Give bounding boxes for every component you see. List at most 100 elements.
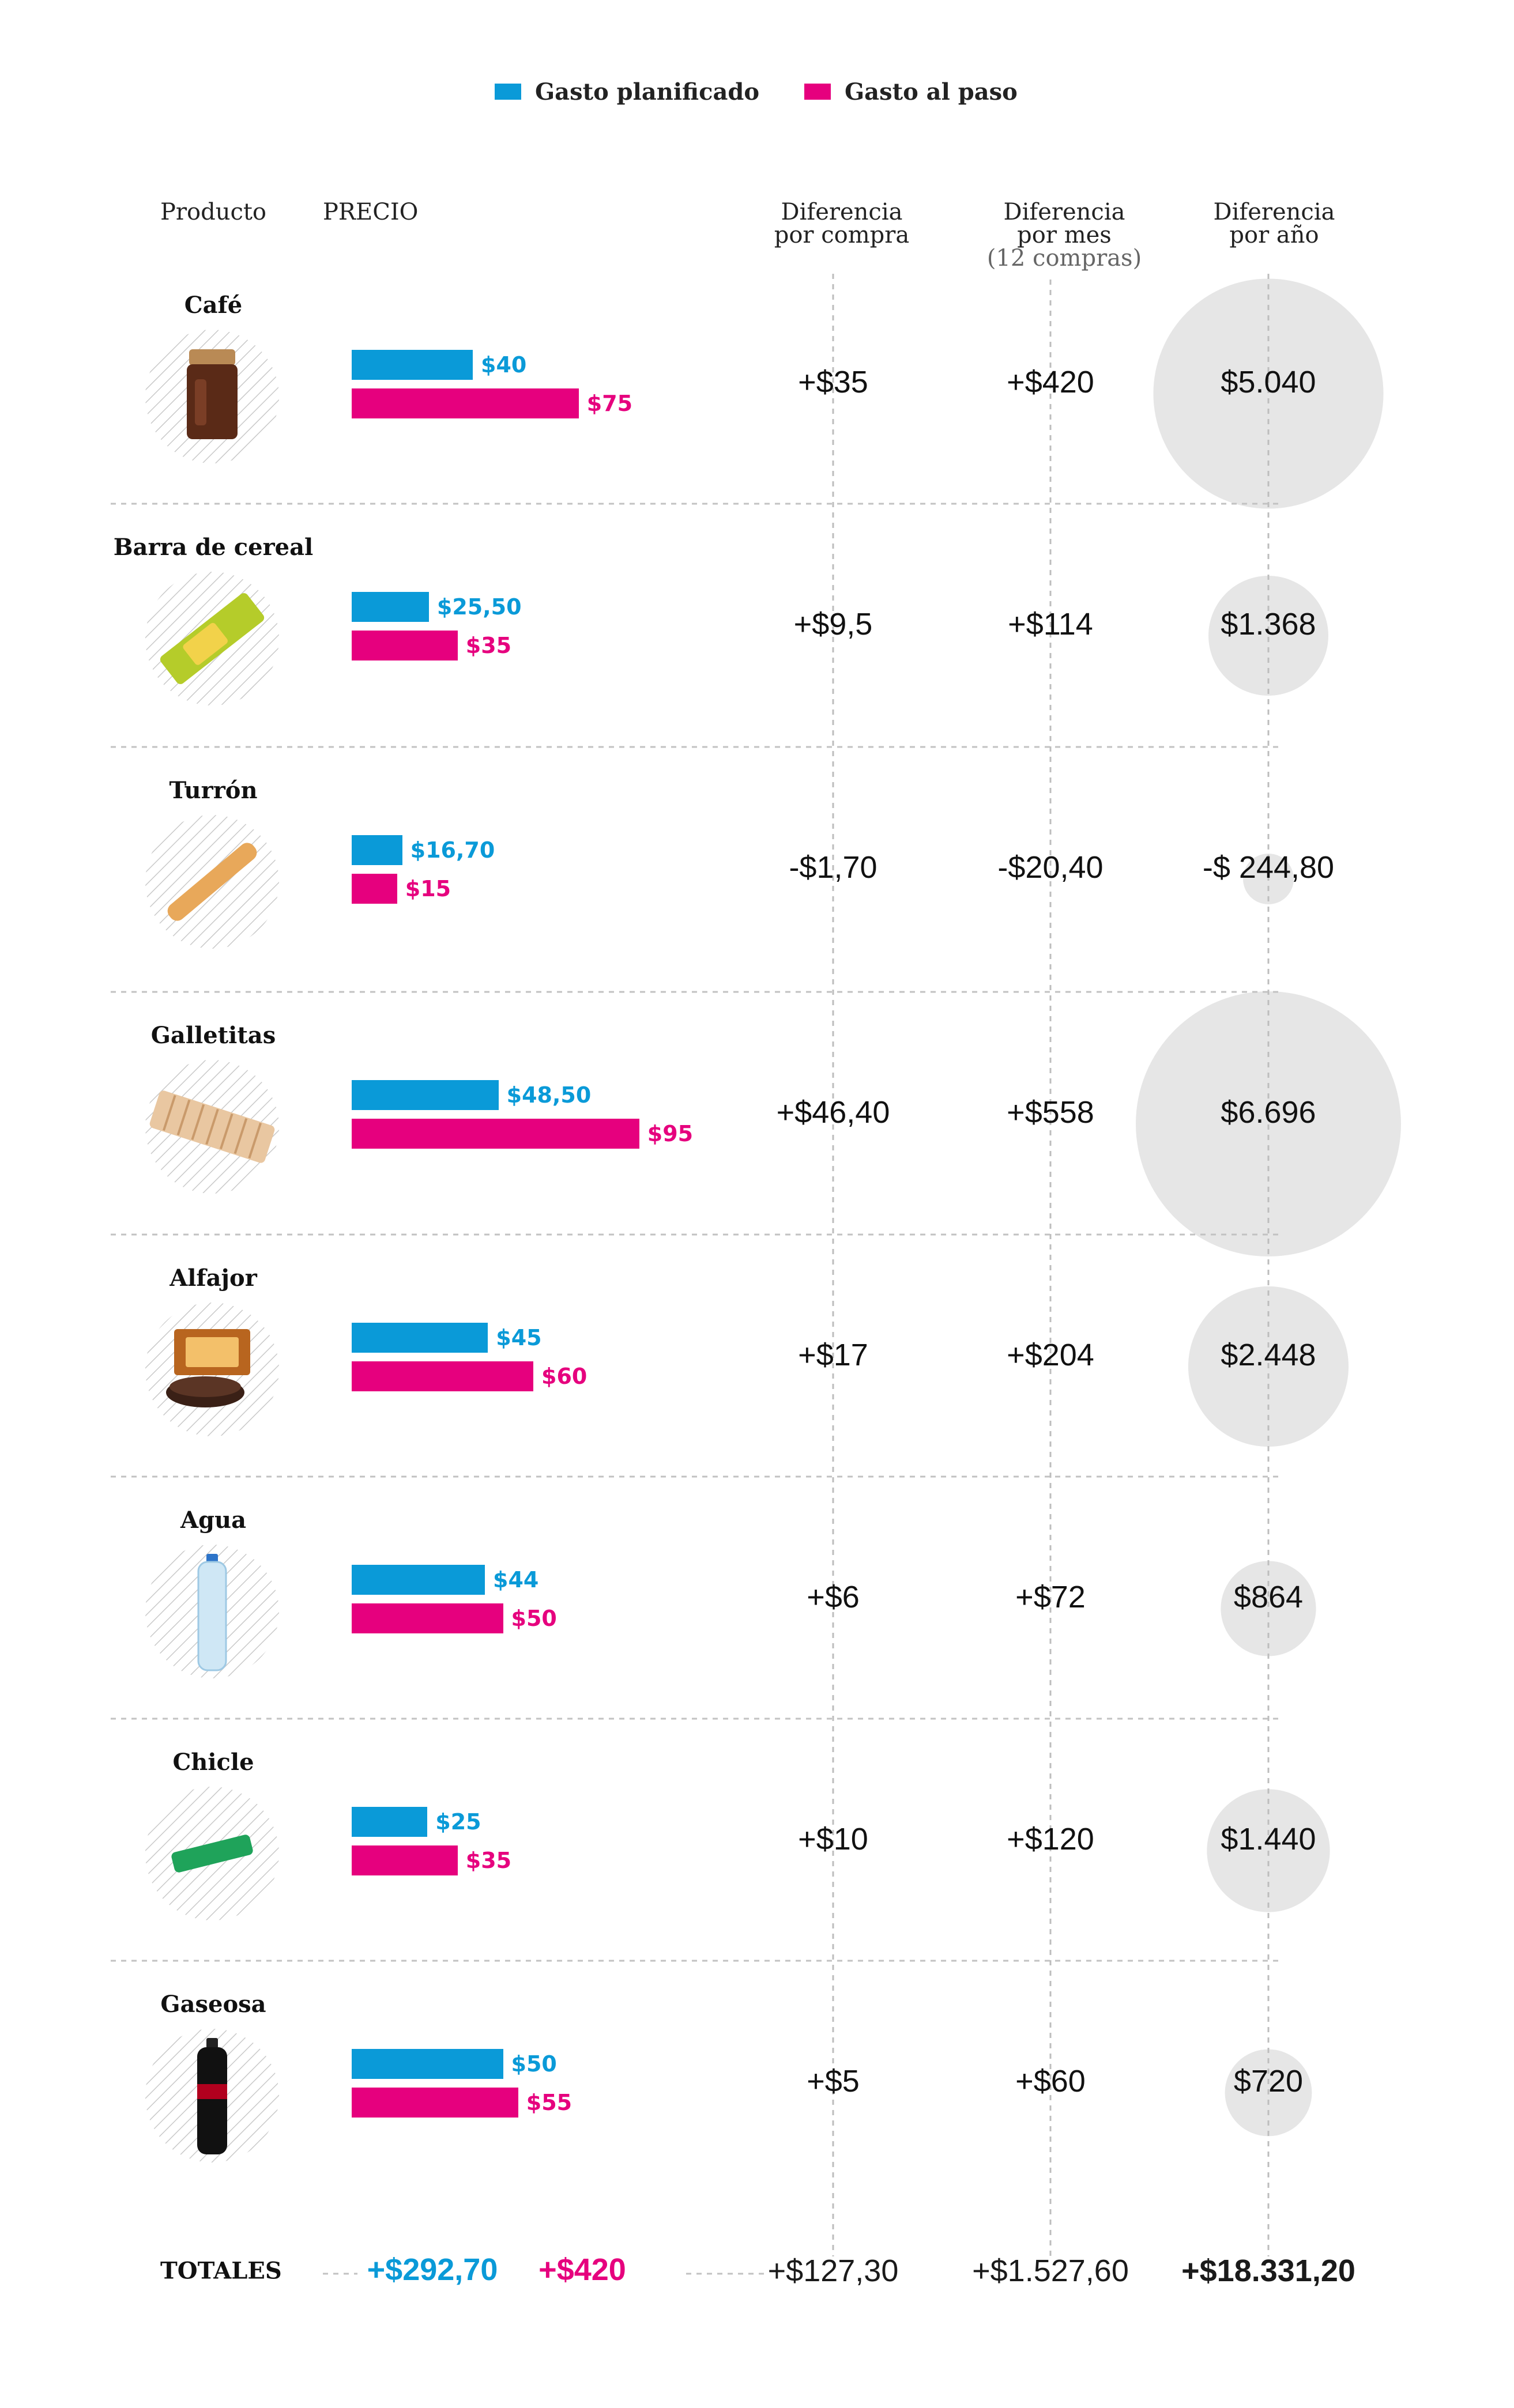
bar-impulse	[352, 1119, 639, 1149]
header-per-year: Diferencia por año	[1182, 201, 1366, 247]
diff-per-month: +$420	[1007, 365, 1094, 399]
diff-per-year: -$ 244,80	[1202, 850, 1335, 885]
bar-planned-label: $50	[511, 2051, 557, 2077]
bar-planned-label: $40	[481, 352, 527, 378]
product-name: Alfajor	[170, 1265, 257, 1292]
header-per-purchase-line2: por compra	[774, 222, 910, 248]
product-name: Turrón	[169, 777, 258, 804]
diff-per-year: $1.368	[1221, 607, 1316, 641]
header-per-month: Diferencia por mes (12 compras)	[972, 201, 1157, 270]
gaseosa-bottle-icon	[145, 2029, 279, 2162]
header-per-year-line1: Diferencia	[1213, 199, 1335, 225]
product-name: Galletitas	[150, 1022, 276, 1049]
bar-impulse-label: $35	[465, 633, 512, 658]
turron-icon	[145, 815, 279, 949]
bar-impulse-label: $55	[526, 2090, 573, 2115]
bar-impulse-label: $50	[511, 1606, 557, 1631]
product-name: Barra de cereal	[113, 534, 314, 561]
legend-impulse-swatch	[804, 84, 831, 100]
bar-impulse	[352, 874, 397, 904]
bar-planned	[352, 350, 473, 380]
bar-impulse	[352, 1603, 503, 1633]
bar-planned	[352, 592, 429, 622]
annual-diff-circle	[1136, 991, 1401, 1256]
bar-planned-label: $44	[493, 1567, 539, 1592]
alfajor-icon	[145, 1303, 279, 1436]
diff-per-month: +$204	[1007, 1338, 1094, 1372]
bar-impulse-label: $15	[405, 876, 451, 901]
bar-planned-label: $48,50	[506, 1082, 592, 1108]
diff-per-year: $720	[1233, 2064, 1304, 2098]
annual-diff-circle	[1208, 576, 1328, 696]
header-per-month-line1: Diferencia	[1003, 199, 1125, 225]
galletitas-icon	[145, 1060, 279, 1194]
bar-planned-label: $16,70	[410, 837, 495, 863]
totals-per-purchase: +$127,30	[767, 2254, 899, 2288]
diff-per-year: $1.440	[1221, 1822, 1316, 1856]
totals-label: TOTALES	[160, 2257, 282, 2285]
header-per-month-note: (12 compras)	[986, 245, 1142, 271]
header-price: PRECIO	[323, 199, 419, 225]
bar-impulse-label: $75	[586, 391, 633, 416]
bar-planned	[352, 1807, 428, 1837]
bar-impulse	[352, 1845, 458, 1875]
header-per-month-line2: por mes	[1017, 222, 1112, 248]
bar-planned	[352, 1323, 488, 1353]
product-name: Gaseosa	[160, 1991, 266, 2018]
diff-per-purchase: +$5	[807, 2064, 860, 2098]
legend-impulse-label: Gasto al paso	[845, 78, 1018, 105]
totals-per-month: +$1.527,60	[972, 2254, 1129, 2288]
bar-impulse-label: $95	[647, 1121, 694, 1146]
diff-per-month: +$558	[1007, 1095, 1094, 1130]
product-name: Café	[184, 292, 243, 319]
bar-planned	[352, 1565, 485, 1595]
diff-per-year: $5.040	[1221, 365, 1316, 399]
diff-per-purchase: +$9,5	[793, 607, 873, 641]
bar-planned	[352, 835, 402, 865]
diff-per-month: +$114	[1008, 607, 1093, 641]
totals-planned: +$292,70	[367, 2252, 498, 2287]
legend-impulse: Gasto al paso	[804, 78, 1018, 105]
diff-per-purchase: -$1,70	[789, 850, 877, 885]
annual-diff-circle	[1221, 1561, 1316, 1656]
diff-per-year: $6.696	[1221, 1095, 1316, 1130]
bar-planned-label: $25	[435, 1809, 481, 1835]
diff-per-month: +$120	[1007, 1822, 1094, 1856]
legend-planned-label: Gasto planificado	[535, 78, 760, 105]
legend-planned: Gasto planificado	[495, 78, 759, 105]
bar-impulse	[352, 2088, 518, 2118]
bar-impulse-label: $35	[465, 1848, 512, 1873]
diff-per-year: $2.448	[1221, 1338, 1316, 1372]
bar-planned	[352, 1080, 499, 1110]
diff-per-month: +$72	[1015, 1580, 1086, 1614]
totals-per-year: +$18.331,20	[1181, 2254, 1355, 2288]
header-per-purchase: Diferencia por compra	[750, 201, 934, 247]
diff-per-year: $864	[1233, 1580, 1304, 1614]
coffee-jar-icon	[145, 330, 279, 463]
totals-impulse: +$420	[538, 2252, 626, 2287]
bar-impulse-label: $60	[541, 1364, 587, 1389]
diff-per-purchase: +$6	[807, 1580, 860, 1614]
bar-planned-label: $45	[496, 1325, 542, 1350]
diff-per-purchase: +$17	[798, 1338, 868, 1372]
bar-impulse	[352, 631, 458, 660]
bar-impulse	[352, 1361, 533, 1391]
cereal-bar-icon	[145, 572, 279, 705]
header-per-year-line2: por año	[1229, 222, 1319, 248]
chicle-icon	[145, 1787, 279, 1920]
water-bottle-icon	[145, 1545, 279, 1678]
bar-impulse	[352, 388, 579, 418]
legend-planned-swatch	[495, 84, 521, 100]
diff-per-purchase: +$35	[798, 365, 868, 399]
bar-planned	[352, 2049, 503, 2079]
diff-per-month: +$60	[1015, 2064, 1086, 2098]
bar-planned-label: $25,50	[436, 594, 522, 620]
diff-per-purchase: +$10	[798, 1822, 868, 1856]
product-name: Chicle	[172, 1749, 254, 1776]
header-per-purchase-line1: Diferencia	[781, 199, 903, 225]
annual-diff-circle	[1153, 278, 1384, 509]
header-product: Producto	[160, 199, 267, 225]
